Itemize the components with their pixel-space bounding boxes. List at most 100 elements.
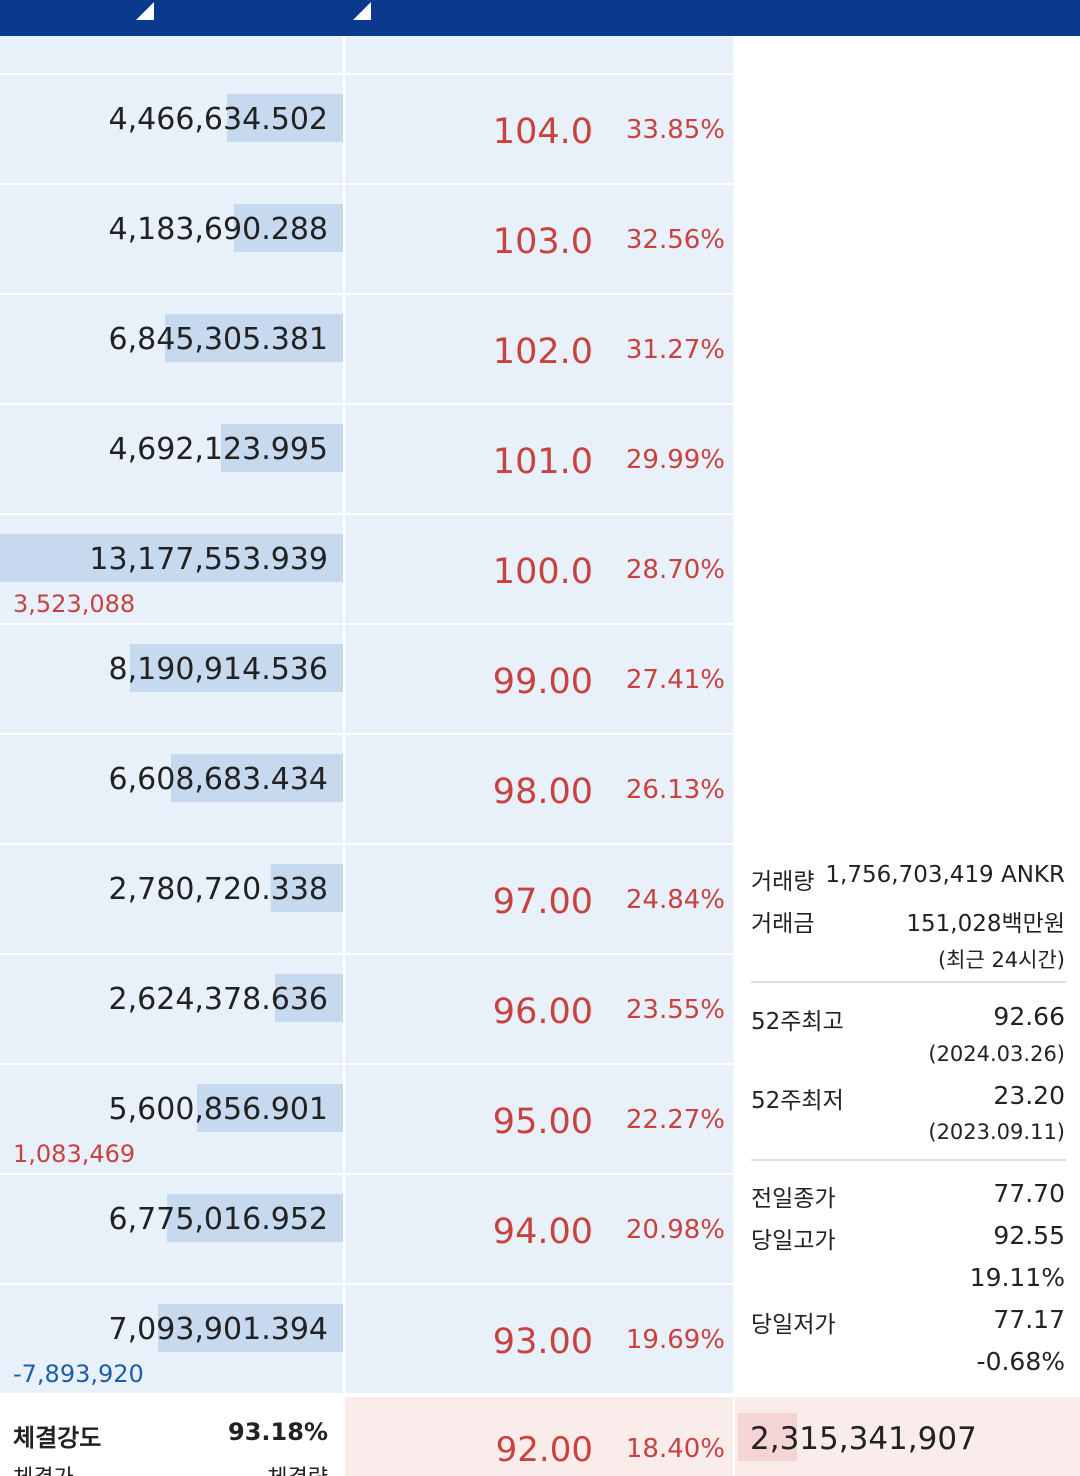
info-note: (2024.03.26) xyxy=(928,1042,1065,1066)
row-cell xyxy=(345,1285,733,1393)
change-rate: 19.69% xyxy=(625,1325,725,1355)
volume-bar xyxy=(274,974,343,1022)
volume-text: 8,190,914.536 xyxy=(108,652,328,687)
price-text: 95.00 xyxy=(492,1102,593,1142)
info-value: 92.55 xyxy=(993,1221,1065,1250)
change-rate: 20.98% xyxy=(625,1215,725,1245)
change-rate: 29.99% xyxy=(625,445,725,475)
volume-text: 2,624,378.636 xyxy=(108,982,328,1017)
volume-text: 5,600,856.901 xyxy=(108,1092,328,1127)
change-rate: 24.84% xyxy=(625,885,725,915)
divider xyxy=(751,981,1066,983)
volume-text: 6,775,016.952 xyxy=(108,1202,328,1237)
info-rate: 19.11% xyxy=(969,1263,1065,1292)
row-cell xyxy=(345,1175,733,1283)
info-value: 77.70 xyxy=(993,1179,1065,1208)
price-text: 100.0 xyxy=(492,552,593,592)
volume-text: 4,466,634.502 xyxy=(108,102,328,137)
info-value: 23.20 xyxy=(993,1081,1065,1110)
volume-bar xyxy=(170,754,343,802)
strength-label: 체결강도 xyxy=(13,1424,102,1452)
price-text: 101.0 xyxy=(492,442,593,482)
qty-label: 체결량 xyxy=(150,1460,328,1476)
row-cell xyxy=(345,295,733,403)
price-text: 94.00 xyxy=(492,1212,593,1252)
volume-bar xyxy=(220,424,343,472)
price-text: 97.00 xyxy=(492,882,593,922)
change-text: 1,083,469 xyxy=(13,1140,136,1168)
info-value: 92.66 xyxy=(993,1002,1065,1031)
volume-bar xyxy=(158,1304,343,1352)
info-label: 전일종가 xyxy=(751,1186,836,1212)
change-text: -7,893,920 xyxy=(13,1360,144,1388)
price-text: 104.0 xyxy=(492,112,593,152)
volume-text: 4,183,690.288 xyxy=(108,212,328,247)
row-cell xyxy=(345,515,733,623)
info-label: 52주최고 xyxy=(751,1009,844,1035)
row-cell xyxy=(345,735,733,843)
change-rate: 31.27% xyxy=(625,335,725,365)
change-rate: 22.27% xyxy=(625,1105,725,1135)
info-label: 거래금 xyxy=(751,911,815,937)
header-icons xyxy=(136,2,371,20)
info-note: (2023.09.11) xyxy=(928,1120,1065,1144)
row-cell xyxy=(345,185,733,293)
volume-bar xyxy=(0,534,343,582)
price-text: 93.00 xyxy=(492,1322,593,1362)
volume-bar xyxy=(234,204,343,252)
price-text: 98.00 xyxy=(492,772,593,812)
price-label: 체결가 xyxy=(13,1460,74,1476)
current-price: 92.00 xyxy=(495,1430,593,1470)
info-label: 당일저가 xyxy=(751,1312,836,1338)
volume-text: 2,780,720.338 xyxy=(108,872,328,907)
info-note: (최근 24시간) xyxy=(937,948,1065,972)
row-cell xyxy=(345,36,733,73)
change-text: 3,523,088 xyxy=(13,590,136,618)
volume-text: 6,608,683.434 xyxy=(108,762,328,797)
price-text: 99.00 xyxy=(492,662,593,702)
price-text: 103.0 xyxy=(492,222,593,262)
sort-icon xyxy=(353,2,371,20)
change-rate: 33.85% xyxy=(625,115,725,145)
change-rate: 32.56% xyxy=(625,225,725,255)
current-rate: 18.40% xyxy=(625,1434,725,1464)
row-cell xyxy=(345,845,733,953)
info-rate: -0.68% xyxy=(976,1347,1065,1376)
divider xyxy=(751,1159,1066,1161)
strength-value: 93.18% xyxy=(228,1418,328,1446)
volume-bar xyxy=(164,314,343,362)
price-text: 96.00 xyxy=(492,992,593,1032)
info-value: 1,756,703,419 ANKR xyxy=(825,862,1065,888)
volume-bar xyxy=(129,644,343,692)
current-volume: 2,315,341,907 xyxy=(750,1421,977,1457)
volume-text: 13,177,553.939 xyxy=(89,542,328,577)
row-cell xyxy=(345,955,733,1063)
info-label: 52주최저 xyxy=(751,1088,844,1114)
volume-bar xyxy=(226,94,343,142)
row-cell xyxy=(345,1065,733,1173)
info-value: 77.17 xyxy=(993,1305,1065,1334)
volume-highlight xyxy=(738,1413,797,1461)
sort-icon xyxy=(136,2,154,20)
volume-text: 4,692,123.995 xyxy=(108,432,328,467)
volume-text: 6,845,305.381 xyxy=(108,322,328,357)
change-rate: 28.70% xyxy=(625,555,725,585)
change-rate: 23.55% xyxy=(625,995,725,1025)
header-bar xyxy=(0,0,1080,36)
volume-bar xyxy=(270,864,343,912)
row-cell xyxy=(345,625,733,733)
change-rate: 26.13% xyxy=(625,775,725,805)
row-cell xyxy=(345,75,733,183)
volume-bar xyxy=(166,1194,343,1242)
volume-bar xyxy=(197,1084,343,1132)
info-label: 당일고가 xyxy=(751,1228,836,1254)
price-text: 102.0 xyxy=(492,332,593,372)
info-label: 거래량 xyxy=(751,869,815,895)
info-value: 151,028백만원 xyxy=(906,911,1065,937)
change-rate: 27.41% xyxy=(625,665,725,695)
row-cell xyxy=(0,36,343,73)
volume-text: 7,093,901.394 xyxy=(108,1312,328,1347)
row-cell xyxy=(345,405,733,513)
current-cell xyxy=(345,1397,733,1476)
